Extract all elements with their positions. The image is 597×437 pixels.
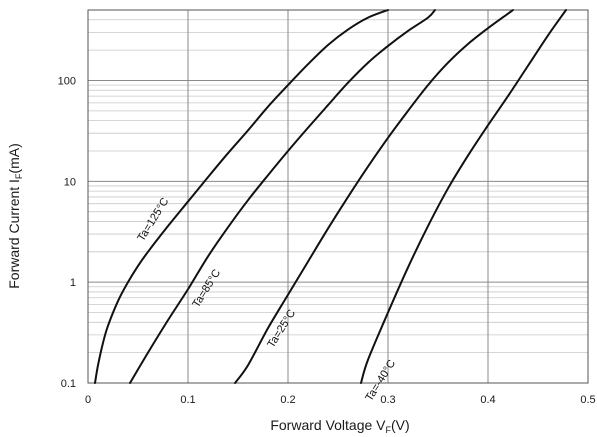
curve-85c bbox=[129, 9, 436, 384]
y-tick-label: 1 bbox=[70, 277, 76, 289]
curve-label-85c: Ta=85°C bbox=[190, 267, 223, 310]
curve-125c bbox=[94, 9, 389, 384]
y-tick-label: 10 bbox=[64, 176, 76, 188]
curve-label-125c: Ta=125°C bbox=[135, 196, 171, 244]
curve-minus40c bbox=[360, 9, 567, 384]
y-tick-labels: 0.1 1 10 100 bbox=[58, 75, 76, 390]
x-tick-labels: 0 0.1 0.2 0.3 0.4 0.5 bbox=[85, 394, 596, 406]
x-tick-label: 0.4 bbox=[480, 394, 495, 406]
x-axis-label: Forward Voltage VF(V) bbox=[270, 417, 409, 435]
curve-label-layer: Ta=125°CTa=85°CTa=25°CTa=-40°C bbox=[135, 196, 398, 404]
curve-layer bbox=[94, 9, 567, 384]
y-tick-label: 100 bbox=[58, 75, 76, 87]
plot-area-frame bbox=[87, 9, 589, 384]
x-tick-label: 0 bbox=[85, 394, 91, 406]
x-tick-label: 0.2 bbox=[280, 394, 295, 406]
y-axis-label: Forward Current IF(mA) bbox=[6, 143, 24, 289]
x-tick-label: 0.5 bbox=[580, 394, 595, 406]
y-tick-label: 0.1 bbox=[61, 378, 76, 390]
major-gridlines bbox=[88, 10, 588, 383]
minor-gridlines bbox=[88, 19, 588, 354]
curve-25c bbox=[234, 9, 514, 384]
x-tick-label: 0.3 bbox=[380, 394, 395, 406]
curve-label-25c: Ta=25°C bbox=[265, 308, 298, 351]
x-tick-label: 0.1 bbox=[180, 394, 195, 406]
